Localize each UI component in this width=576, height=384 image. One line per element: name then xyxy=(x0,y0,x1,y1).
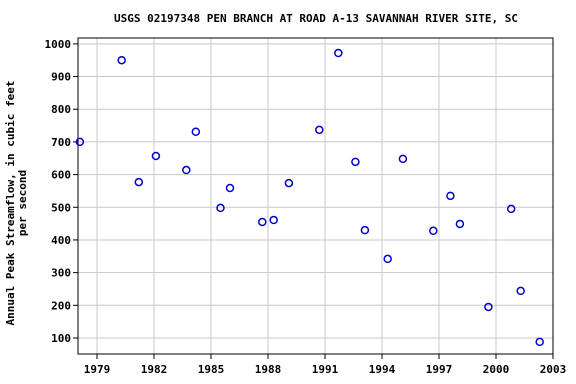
y-tick-label: 300 xyxy=(51,267,71,280)
data-point xyxy=(315,125,324,135)
data-point xyxy=(398,154,408,164)
x-tick-label: 2003 xyxy=(540,363,567,376)
data-point xyxy=(446,191,455,201)
x-tick-label: 1985 xyxy=(198,363,225,376)
y-axis-label: Annual Peak Streamflow, in cubic feetper… xyxy=(4,80,29,325)
data-point xyxy=(258,217,267,227)
data-point xyxy=(225,183,235,193)
data-point xyxy=(182,165,191,175)
x-tick-label: 1979 xyxy=(84,363,111,376)
data-point xyxy=(191,127,201,137)
x-tick-label: 1988 xyxy=(255,363,282,376)
x-tick-label: 1982 xyxy=(141,363,168,376)
data-point xyxy=(506,204,516,214)
x-tick-label: 1997 xyxy=(426,363,453,376)
data-point xyxy=(269,215,278,225)
y-tick-label: 1000 xyxy=(45,38,72,51)
data-point xyxy=(484,302,493,312)
y-tick-label: 500 xyxy=(51,201,71,214)
y-tick-label: 700 xyxy=(51,136,71,149)
data-point xyxy=(216,203,225,213)
data-point xyxy=(134,177,144,187)
data-point xyxy=(75,137,85,147)
data-point xyxy=(516,286,525,296)
plot-frame xyxy=(77,37,554,355)
data-point xyxy=(334,48,343,58)
data-point xyxy=(284,178,294,188)
y-tick-label: 200 xyxy=(51,299,71,312)
y-tick-label: 100 xyxy=(51,332,71,345)
data-point xyxy=(383,254,392,264)
data-point xyxy=(117,55,126,65)
y-tick-label: 800 xyxy=(51,103,71,116)
data-point xyxy=(455,219,465,229)
x-tick-label: 1991 xyxy=(312,363,339,376)
data-point xyxy=(429,226,438,236)
x-tick-label: 2000 xyxy=(483,363,510,376)
y-tick-label: 400 xyxy=(51,234,71,247)
chart-title: USGS 02197348 PEN BRANCH AT ROAD A-13 SA… xyxy=(114,12,518,25)
x-tick-label: 1994 xyxy=(369,363,396,376)
y-tick-label: 900 xyxy=(51,71,71,84)
data-point xyxy=(151,151,161,161)
data-point xyxy=(535,337,544,347)
y-tick-label: 600 xyxy=(51,169,71,182)
data-point xyxy=(351,157,360,167)
data-point xyxy=(360,225,370,235)
